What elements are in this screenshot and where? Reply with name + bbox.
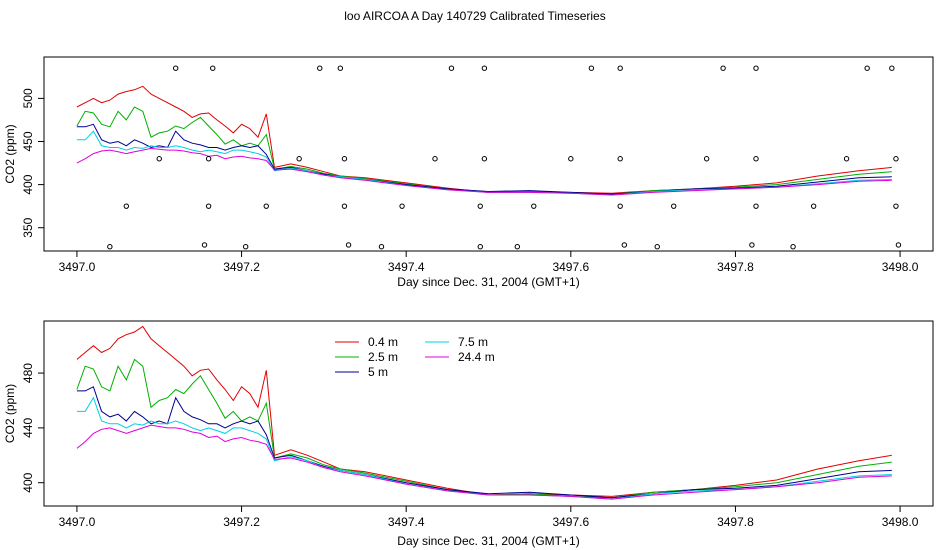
plot-frame [43, 56, 934, 252]
data-point [671, 203, 677, 209]
data-point [864, 65, 870, 71]
data-point [123, 203, 130, 209]
series-line-4 [76, 424, 892, 500]
y-tick-label: 350 [21, 217, 35, 237]
series-line-4 [76, 147, 892, 196]
data-point [205, 156, 212, 162]
series-line-2 [76, 123, 892, 195]
y-tick-label: 400 [21, 472, 35, 492]
data-point [201, 242, 208, 248]
data-point [753, 65, 759, 71]
legend-label: 24.4 m [458, 350, 495, 364]
series-line-0 [76, 325, 892, 497]
x-tick-label: 3497.2 [223, 515, 260, 529]
series-line-1 [76, 106, 892, 195]
data-point [173, 65, 179, 71]
plot-area [76, 325, 892, 500]
data-point [514, 243, 521, 250]
data-point [378, 243, 385, 250]
data-point [703, 156, 710, 162]
data-point [588, 65, 595, 71]
x-axis-label: Day since Dec. 31, 2004 (GMT+1) [397, 534, 579, 548]
data-point [242, 243, 249, 250]
data-point [621, 242, 628, 248]
legend: 0.4 m2.5 m5 m 7.5 m24.4 m [335, 335, 495, 379]
legend-label: 7.5 m [458, 335, 488, 349]
data-point [263, 203, 269, 209]
x-tick-label: 3498.0 [882, 515, 919, 529]
data-point [477, 203, 483, 209]
x-tick-label: 3497.4 [388, 260, 425, 274]
data-point [654, 243, 660, 250]
data-point [617, 156, 623, 162]
panel-bottom: 3497.0 3497.2 3497.4 3497.6 3497.8 3498.0 400 4… [3, 320, 934, 548]
x-tick-label: 3497.6 [552, 515, 589, 529]
data-point [107, 243, 113, 250]
y-tick-label: 500 [21, 88, 35, 108]
data-point [345, 242, 352, 248]
data-point [337, 65, 344, 71]
data-point [448, 65, 455, 71]
data-point [568, 156, 574, 162]
data-point [399, 203, 405, 209]
x-tick-label: 3497.4 [388, 515, 425, 529]
x-tick-label: 3497.0 [59, 515, 96, 529]
y-tick-label: 480 [21, 363, 35, 383]
data-point [617, 65, 623, 71]
series-line-1 [76, 358, 892, 499]
legend-label: 5 m [368, 365, 388, 379]
x-tick-label: 3497.6 [552, 260, 589, 274]
data-point [477, 243, 483, 250]
x-tick-label: 3497.8 [717, 515, 754, 529]
data-point [531, 203, 537, 209]
data-point [156, 156, 162, 162]
legend-label: 2.5 m [368, 350, 398, 364]
data-point [205, 203, 212, 209]
y-tick-label: 400 [21, 174, 35, 194]
data-point [749, 242, 755, 248]
plot-area [76, 85, 892, 196]
data-point [481, 156, 488, 162]
series-line-0 [76, 85, 892, 194]
data-point [341, 156, 348, 162]
y-axis-label: CO2 (ppm) [3, 384, 17, 443]
data-point [893, 156, 899, 162]
data-point [317, 65, 323, 71]
data-point [617, 203, 623, 209]
x-tick-label: 3497.2 [223, 260, 260, 274]
data-point [210, 65, 216, 71]
data-point [895, 242, 902, 248]
y-axis-label: CO2 (ppm) [3, 124, 17, 183]
x-tick-label: 3497.8 [717, 260, 754, 274]
x-tick-label: 3497.0 [59, 260, 96, 274]
data-point [432, 156, 438, 162]
data-point [296, 156, 302, 162]
x-axis-label: Day since Dec. 31, 2004 (GMT+1) [397, 275, 579, 289]
data-point [893, 203, 899, 209]
y-tick-label: 450 [21, 131, 35, 151]
y-tick-label: 440 [21, 418, 35, 438]
data-point [810, 203, 817, 209]
data-point [341, 203, 348, 209]
series-line-2 [76, 386, 892, 499]
data-point [753, 156, 759, 162]
data-point [753, 203, 759, 209]
legend-label: 0.4 m [368, 335, 398, 349]
figure-title: loo AIRCOA A Day 140729 Calibrated Times… [344, 9, 605, 23]
data-point [481, 65, 488, 71]
plot-frame [43, 320, 934, 507]
data-point [889, 65, 895, 71]
data-point [843, 156, 850, 162]
x-tick-label: 3498.0 [882, 260, 919, 274]
data-point [790, 243, 796, 250]
panel-top: 3497.0 3497.2 3497.4 3497.6 3497.8 3498.0 350 4… [3, 56, 934, 289]
data-point [720, 65, 726, 71]
